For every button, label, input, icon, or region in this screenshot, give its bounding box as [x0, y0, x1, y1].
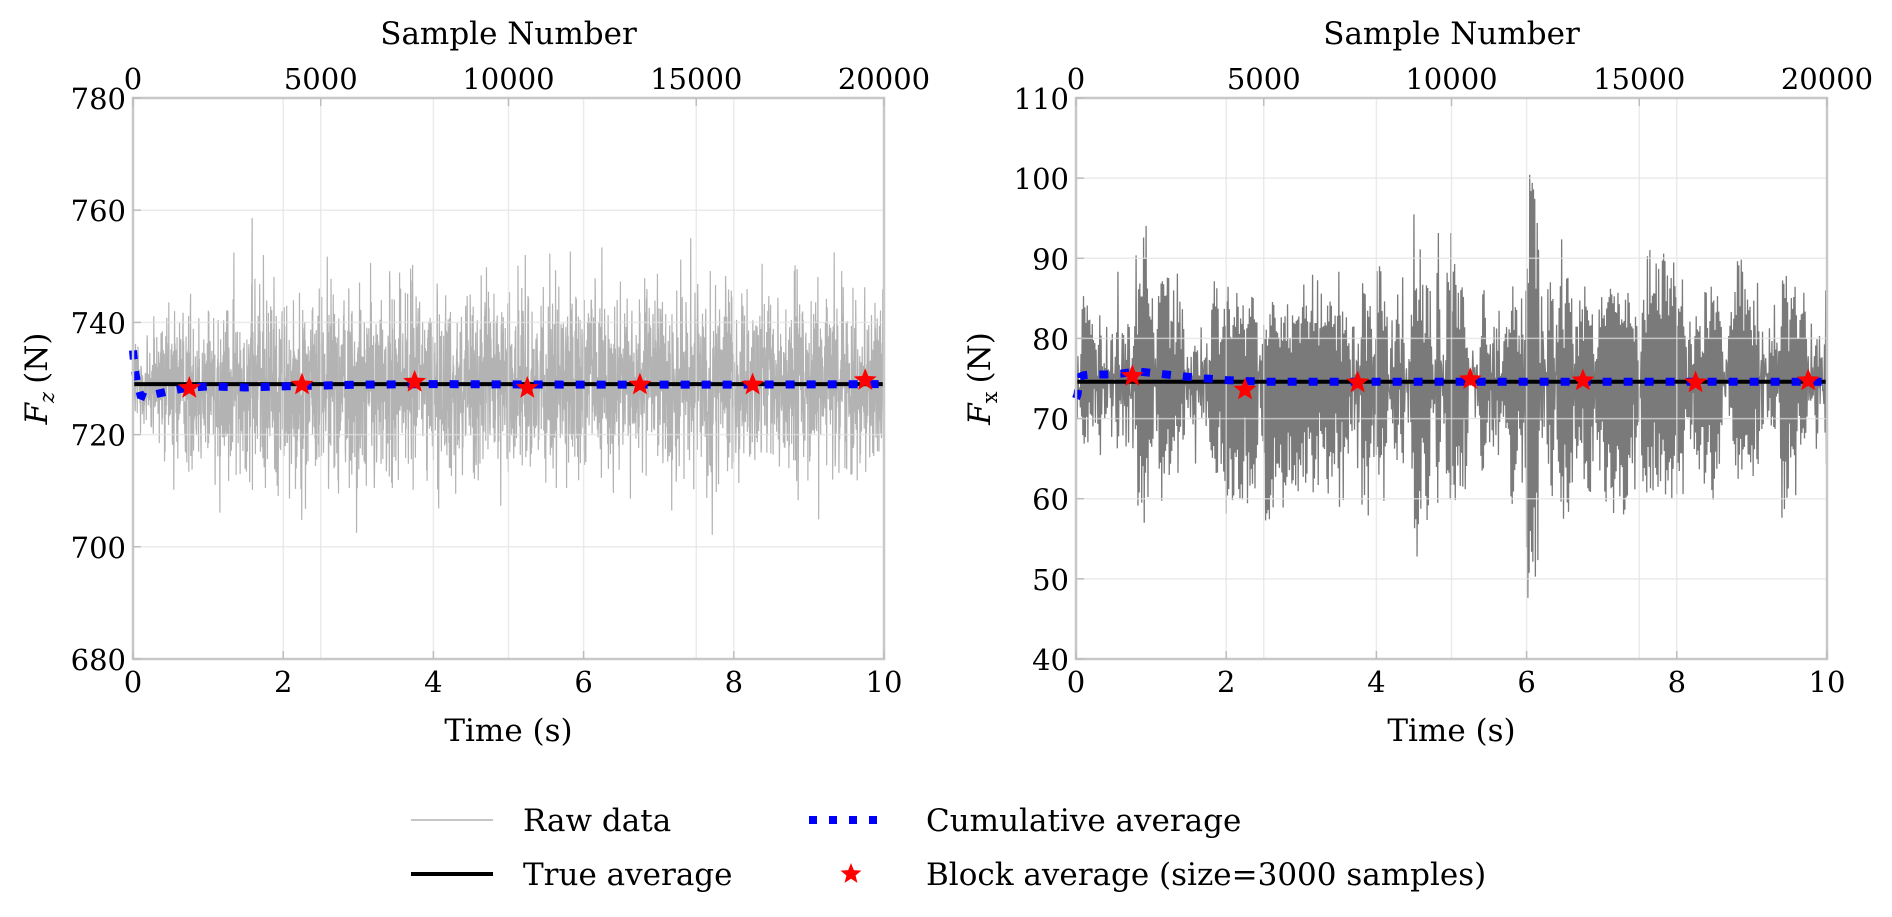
y-tick-label: 60 — [1032, 483, 1069, 517]
y-axis-label: Fz (N) — [19, 333, 59, 426]
top-x-tick-label: 0 — [124, 62, 142, 96]
block-average-star — [853, 368, 877, 390]
y-axis-label-subscript: x — [978, 391, 1002, 403]
y-tick-label: 680 — [71, 643, 126, 677]
top-x-tick-label: 20000 — [838, 62, 930, 96]
top-x-axis-label: Sample Number — [380, 16, 637, 52]
left-panel-fz: 0 2 4 6 8 10 0 5000 10000 15000 20000 680 700 720 740 7… — [19, 16, 930, 749]
top-x-axis-label: Sample Number — [1323, 16, 1580, 52]
block-average-star — [1346, 370, 1370, 393]
top-x-tick-label: 5000 — [1227, 62, 1301, 96]
x-axis-label: Time (s) — [444, 713, 572, 749]
x-tick-label: 0 — [1067, 665, 1085, 699]
x-tick-label: 4 — [424, 665, 442, 699]
right-panel-fx: 0 2 4 6 8 100 5000 10000 15000 200004050607080901… — [962, 16, 1873, 749]
x-tick-label: 0 — [124, 665, 142, 699]
block-average-star — [1796, 368, 1820, 391]
block-average-star — [1684, 370, 1707, 393]
x-tick-label: 8 — [725, 665, 743, 699]
legend: Raw data True average Cumulative average… — [411, 803, 1486, 893]
y-tick-label: 760 — [71, 194, 126, 228]
block-average-star — [403, 369, 427, 392]
y-axis-label-symbol: F — [19, 401, 55, 425]
block-average-star — [290, 372, 314, 395]
block-average-star — [1571, 368, 1595, 391]
x-axis-label: Time (s) — [1387, 713, 1515, 749]
y-tick-label: 740 — [71, 306, 126, 340]
block-average-star — [741, 372, 764, 395]
y-axis-label-unit: (N) — [19, 333, 55, 384]
block-average-star — [177, 376, 201, 398]
y-axis-label-symbol: F — [962, 402, 998, 426]
y-axis-label-subscript: z — [35, 391, 59, 404]
top-x-tick-label: 0 — [1067, 62, 1085, 96]
block-average-star — [1458, 367, 1482, 390]
block-average-star — [1120, 364, 1144, 386]
x-tick-label: 8 — [1668, 665, 1686, 699]
block-average-star — [1233, 377, 1257, 400]
y-tick-label: 70 — [1032, 403, 1069, 437]
legend-raw-label: Raw data — [523, 803, 671, 839]
y-axis-label-unit: (N) — [962, 332, 998, 383]
legend-block-star-icon — [840, 863, 862, 883]
x-tick-label: 10 — [1809, 665, 1846, 699]
top-x-tick-label: 15000 — [650, 62, 742, 96]
top-x-tick-label: 10000 — [1405, 62, 1497, 96]
y-tick-label: 40 — [1032, 643, 1069, 677]
y-tick-label: 80 — [1032, 322, 1069, 356]
legend-cumulative-label: Cumulative average — [926, 803, 1241, 839]
y-tick-label: 720 — [71, 419, 126, 453]
x-tick-label: 6 — [1517, 665, 1535, 699]
top-x-tick-label: 20000 — [1781, 62, 1873, 96]
y-axis-label: Fx (N) — [962, 332, 1002, 426]
y-tick-label: 100 — [1014, 162, 1069, 196]
x-tick-label: 10 — [866, 665, 903, 699]
y-tick-label: 780 — [71, 82, 126, 116]
cumulative-average-line — [1072, 367, 1827, 400]
x-tick-label: 2 — [1217, 665, 1235, 699]
top-x-tick-label: 15000 — [1593, 62, 1685, 96]
legend-block-label: Block average (size=3000 samples) — [926, 857, 1486, 893]
block-average-star — [515, 376, 539, 398]
y-tick-label: 50 — [1032, 563, 1069, 597]
y-tick-label: 700 — [71, 531, 126, 565]
y-tick-label: 110 — [1014, 82, 1069, 116]
x-tick-label: 6 — [574, 665, 592, 699]
x-tick-label: 2 — [274, 665, 292, 699]
top-x-tick-label: 10000 — [462, 62, 554, 96]
top-x-tick-label: 5000 — [284, 62, 358, 96]
x-tick-label: 4 — [1367, 665, 1385, 699]
y-tick-label: 90 — [1032, 242, 1069, 276]
block-average-star — [628, 372, 652, 395]
legend-true-label: True average — [523, 857, 733, 893]
